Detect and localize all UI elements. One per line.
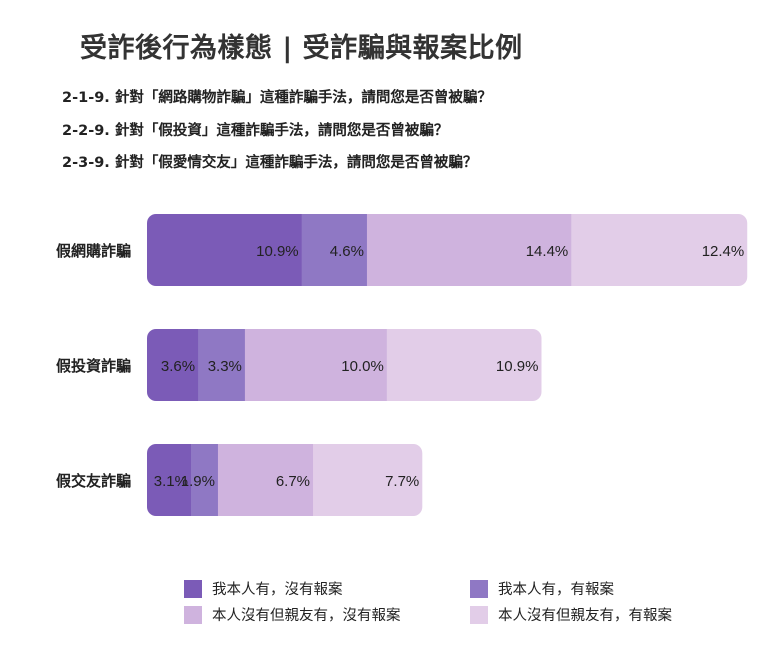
data-label: 12.4% xyxy=(702,243,745,260)
bar-segment xyxy=(190,444,219,516)
legend-swatch xyxy=(184,605,202,624)
question-online-shopping: 2-1-9. 針對「網路購物詐騙」這種詐騙手法，請問您是否曾被騙？ xyxy=(62,90,492,106)
data-label: 10.9% xyxy=(496,358,539,375)
legend-item-self-not-reported: 我本人有，沒有報案 xyxy=(184,578,343,599)
bar-row: 假投資詐騙 3.6% 3.3% 10.0% 10.9% xyxy=(56,329,542,401)
data-label: 6.7% xyxy=(276,473,310,490)
bar-segment xyxy=(366,214,572,286)
legend-swatch xyxy=(470,605,488,624)
bar-segment xyxy=(198,329,246,401)
stacked-bar-chart: 假網購詐騙 10.9% 4.6% 14.4% 12.4% 假投資詐騙 3.6% 3.3% 10.… xyxy=(56,214,748,516)
bar-segment xyxy=(244,329,388,401)
bar-segment xyxy=(147,444,192,516)
bar-segment xyxy=(147,214,303,286)
data-label: 10.0% xyxy=(341,358,384,375)
legend-item-friend-not-reported: 本人沒有但親友有，沒有報案 xyxy=(184,604,401,625)
data-label: 4.6% xyxy=(330,243,364,260)
bar-row: 假交友詐騙 3.1%1.9% 6.7% 7.7% xyxy=(56,444,423,516)
data-label: 3.1% xyxy=(154,473,188,490)
data-label: 3.3% xyxy=(208,358,242,375)
page-title: 受詐後行為樣態 | 受詐騙與報案比例 xyxy=(80,33,523,64)
bar-segment xyxy=(571,214,748,286)
bar-segment xyxy=(147,329,199,401)
data-label: 1.9% xyxy=(181,473,215,490)
category-label: 假交友詐騙 xyxy=(56,472,131,490)
legend-swatch xyxy=(470,579,488,598)
question-investment: 2-2-9. 針對「假投資」這種詐騙手法，請問您是否曾被騙？ xyxy=(62,123,449,139)
bar-segment xyxy=(313,444,423,516)
category-label: 假投資詐騙 xyxy=(56,357,131,375)
category-label: 假網購詐騙 xyxy=(56,242,131,260)
data-label: 10.9% xyxy=(256,243,299,260)
data-label: 7.7% xyxy=(385,473,419,490)
legend-label: 我本人有，沒有報案 xyxy=(212,582,343,598)
legend-label: 本人沒有但親友有，有報案 xyxy=(498,608,672,624)
bar-row: 假網購詐騙 10.9% 4.6% 14.4% 12.4% xyxy=(56,214,748,286)
bar-segment xyxy=(386,329,542,401)
legend-item-self-reported: 我本人有，有報案 xyxy=(470,578,614,599)
data-label: 3.6% xyxy=(161,358,195,375)
legend-swatch xyxy=(184,579,202,598)
bar-segment xyxy=(217,444,314,516)
legend-label: 本人沒有但親友有，沒有報案 xyxy=(212,608,401,624)
legend-label: 我本人有，有報案 xyxy=(498,582,614,598)
legend-item-friend-reported: 本人沒有但親友有，有報案 xyxy=(470,604,672,625)
chart-legend: 我本人有，沒有報案 我本人有，有報案 本人沒有但親友有，沒有報案 本人沒有但親友… xyxy=(0,578,774,628)
bar-segment xyxy=(301,214,368,286)
data-label: 14.4% xyxy=(526,243,569,260)
question-romance: 2-3-9. 針對「假愛情交友」這種詐騙手法，請問您是否曾被騙？ xyxy=(62,155,478,171)
